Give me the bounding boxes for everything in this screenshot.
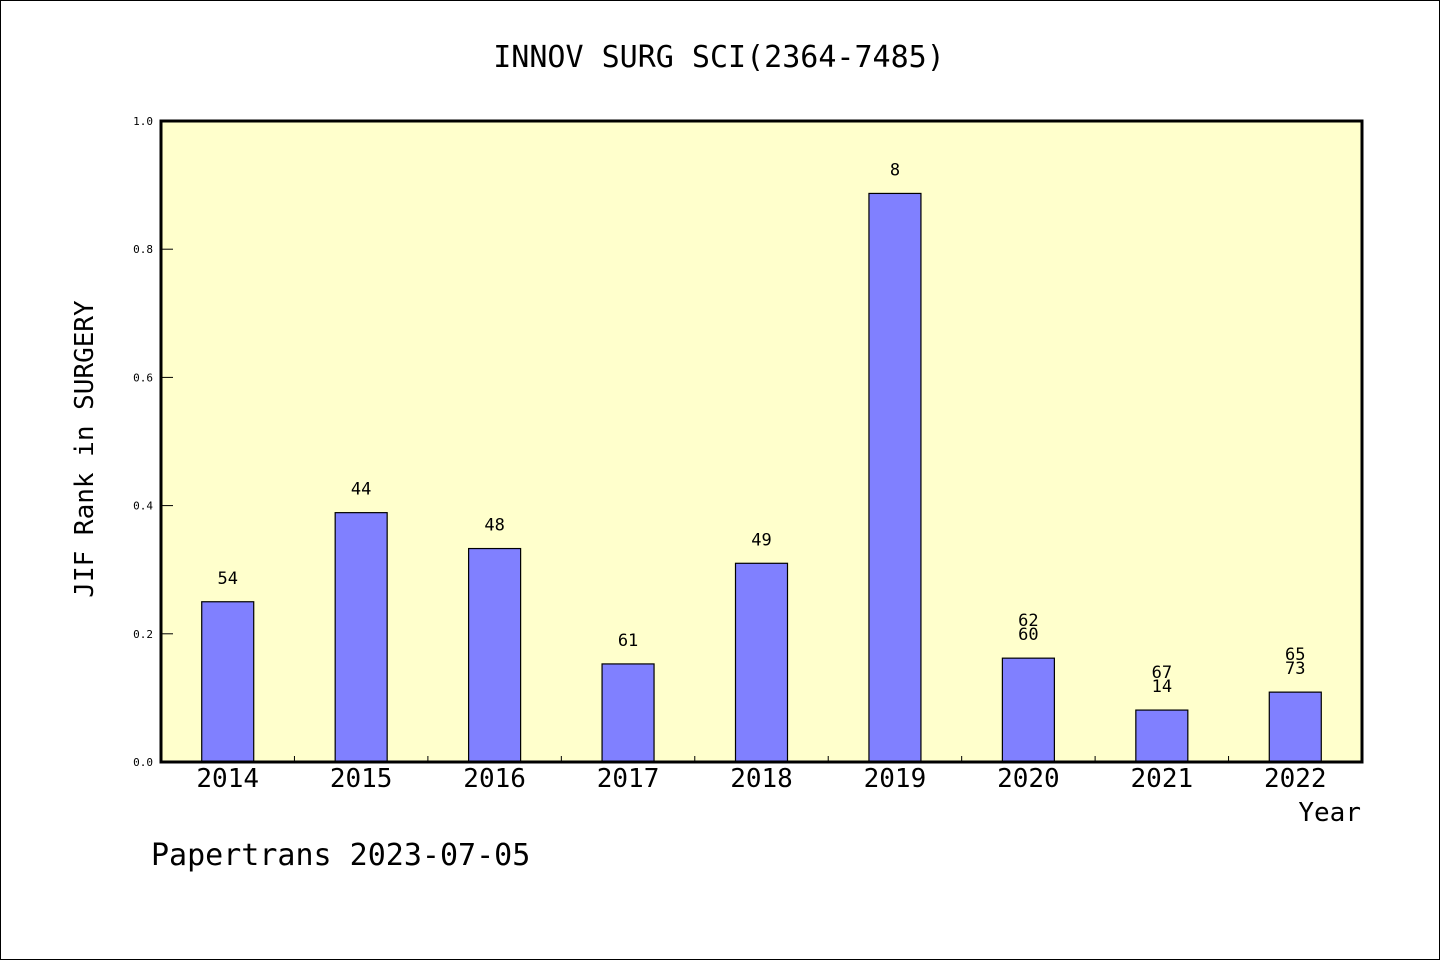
y-tick-label-0.8: 0.8 — [133, 243, 153, 256]
y-tick-label-0.6: 0.6 — [133, 371, 153, 384]
x-axis-label: Year — [1298, 798, 1361, 828]
bar-2019 — [868, 192, 922, 763]
bars-group — [201, 192, 1322, 763]
y-tick-label-0.0: 0.0 — [133, 756, 153, 769]
bar-label-2017-1: 61 — [618, 631, 638, 651]
y-tick-label-1.0: 1.0 — [133, 115, 153, 128]
bar-label-2022-1: 65 — [1285, 645, 1305, 665]
bar-label-2018-1: 49 — [751, 530, 771, 550]
y-tick-label-0.4: 0.4 — [133, 500, 153, 513]
bar-2017 — [601, 663, 655, 763]
bar-2021 — [1135, 709, 1189, 763]
watermark-text: Papertrans 2023-07-05 — [151, 838, 530, 873]
bar-2016 — [468, 547, 522, 763]
x-tick-label-2019: 2019 — [864, 764, 927, 794]
x-tick-label-2020: 2020 — [997, 764, 1060, 794]
bar-2015 — [334, 512, 388, 763]
x-axis: 2014 2015 2016 2017 2018 2019 2020 2021 2022 — [196, 756, 1327, 794]
x-tick-label-2015: 2015 — [330, 764, 393, 794]
bar-2018 — [734, 562, 789, 763]
bar-label-2020-1: 62 — [1018, 611, 1038, 631]
bar-label-2020-2: 60 — [1018, 625, 1038, 645]
bar-label-2021-2: 14 — [1152, 677, 1172, 697]
bar-label-2014-1: 54 — [217, 569, 237, 589]
bar-2020 — [1001, 657, 1055, 763]
x-tick-label-2018: 2018 — [730, 764, 793, 794]
x-tick-label-2022: 2022 — [1264, 764, 1327, 794]
bar-label-2015-1: 44 — [351, 480, 371, 500]
x-tick-label-2021: 2021 — [1131, 764, 1194, 794]
plot-border — [159, 119, 1364, 764]
bar-2014 — [201, 601, 255, 763]
bar-label-2016-1: 48 — [484, 516, 504, 536]
bar-2022 — [1268, 691, 1322, 763]
chart-title: INNOV SURG SCI(2364-7485) — [493, 40, 945, 75]
x-tick-label-2016: 2016 — [463, 764, 526, 794]
x-tick-label-2017: 2017 — [597, 764, 660, 794]
bar-label-2019-1: 8 — [890, 160, 900, 180]
y-tick-label-0.2: 0.2 — [133, 628, 153, 641]
x-tick-label-2014: 2014 — [196, 764, 259, 794]
bar-label-2021-1: 67 — [1152, 663, 1172, 683]
y-axis-label: JIF Rank in SURGERY — [70, 300, 100, 598]
bar-label-2022-2: 73 — [1285, 659, 1305, 679]
y-axis: 0.0 0.2 0.4 0.6 0.8 1.0 — [133, 115, 173, 769]
